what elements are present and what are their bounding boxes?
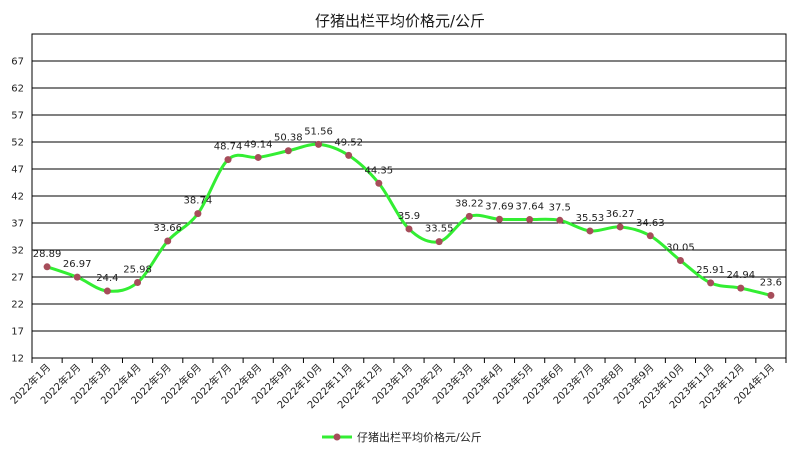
data-point xyxy=(465,212,473,220)
data-point xyxy=(556,216,564,224)
y-tick-label: 12 xyxy=(11,354,24,365)
data-point xyxy=(103,287,111,295)
y-axis-ticks: 12 17 22 27 32 37 42 47 52 57 62 67 xyxy=(11,57,24,365)
data-label: 24.94 xyxy=(726,270,755,281)
y-tick-label: 57 xyxy=(11,111,24,122)
y-tick-label: 32 xyxy=(11,246,24,257)
y-tick-label: 27 xyxy=(11,273,24,284)
y-tick-label: 62 xyxy=(11,84,24,95)
data-label: 25.91 xyxy=(696,265,725,276)
grid-lines xyxy=(32,60,786,359)
x-axis-ticks: 2022年1月2022年2月2022年3月2022年4月2022年5月2022年… xyxy=(7,361,777,411)
data-label: 49.52 xyxy=(334,137,363,148)
y-tick-label: 67 xyxy=(11,57,24,68)
data-point xyxy=(73,273,81,281)
data-point xyxy=(646,232,654,240)
data-point xyxy=(737,284,745,292)
data-point xyxy=(495,215,503,223)
data-point xyxy=(586,227,594,235)
data-label: 28.89 xyxy=(33,249,62,260)
data-point xyxy=(164,237,172,245)
y-tick-label: 17 xyxy=(11,327,24,338)
data-point xyxy=(134,279,142,287)
y-tick-label: 42 xyxy=(11,192,24,203)
data-label: 50.38 xyxy=(274,133,303,144)
data-label: 48.74 xyxy=(214,142,243,153)
data-point xyxy=(43,263,51,271)
data-label: 44.35 xyxy=(365,165,394,176)
legend-marker-swatch xyxy=(333,433,341,441)
data-label: 33.55 xyxy=(425,224,454,235)
y-tick-label: 22 xyxy=(11,300,24,311)
series xyxy=(43,140,775,299)
chart-title: 仔猪出栏平均价格元/公斤 xyxy=(315,12,485,30)
data-label: 30.05 xyxy=(666,243,695,254)
data-point xyxy=(405,225,413,233)
data-label: 26.97 xyxy=(63,259,92,270)
plot-area-frame xyxy=(31,33,787,359)
data-point xyxy=(616,223,624,231)
data-label: 36.27 xyxy=(606,209,635,220)
data-point xyxy=(375,179,383,187)
data-label: 37.5 xyxy=(549,202,571,213)
data-label: 33.66 xyxy=(153,223,182,234)
legend: 仔猪出栏平均价格元/公斤 xyxy=(322,430,482,444)
data-point xyxy=(435,238,443,246)
data-label: 23.6 xyxy=(760,277,782,288)
data-point xyxy=(194,210,202,218)
data-label: 51.56 xyxy=(304,126,333,137)
data-label: 24.4 xyxy=(96,273,118,284)
y-tick-label: 37 xyxy=(11,219,24,230)
y-tick-label: 47 xyxy=(11,165,24,176)
data-point xyxy=(676,257,684,265)
data-point xyxy=(345,151,353,159)
data-label: 49.14 xyxy=(244,139,273,150)
data-point xyxy=(767,291,775,299)
data-point xyxy=(224,156,232,164)
data-point xyxy=(315,140,323,148)
y-tick-label: 52 xyxy=(11,138,24,149)
data-label: 38.22 xyxy=(455,198,484,209)
axes xyxy=(31,33,787,363)
data-point xyxy=(707,279,715,287)
data-label: 35.53 xyxy=(576,213,605,224)
data-label: 34.63 xyxy=(636,218,665,229)
legend-label: 仔猪出栏平均价格元/公斤 xyxy=(357,430,482,444)
data-label: 35.9 xyxy=(398,211,420,222)
data-point xyxy=(254,153,262,161)
data-point xyxy=(526,216,534,224)
data-point xyxy=(284,147,292,155)
data-label: 37.64 xyxy=(515,202,544,213)
data-label: 25.98 xyxy=(123,265,152,276)
data-label: 38.74 xyxy=(184,196,213,207)
data-label: 37.69 xyxy=(485,201,514,212)
